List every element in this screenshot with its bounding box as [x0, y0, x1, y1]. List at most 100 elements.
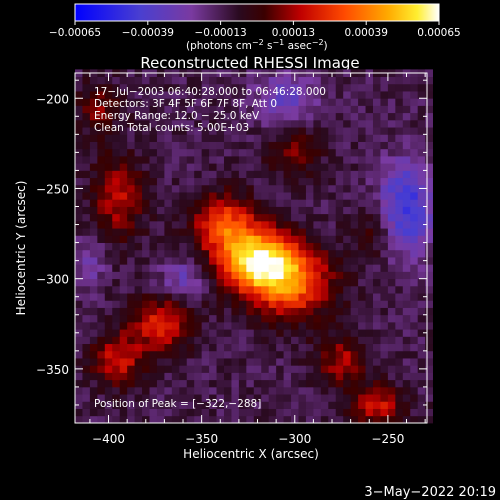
heatmap-cell — [320, 228, 329, 236]
heatmap-cell — [380, 141, 389, 150]
heatmap-cell — [380, 336, 389, 345]
heatmap-cell — [298, 83, 307, 92]
heatmap-cell — [75, 235, 83, 243]
heatmap-cell — [201, 91, 210, 99]
heatmap-cell — [223, 98, 232, 106]
heatmap-cell — [179, 206, 188, 215]
heatmap-cell — [164, 336, 173, 345]
heatmap-cell — [209, 300, 217, 308]
heatmap-cell — [372, 105, 381, 114]
heatmap-cell — [149, 206, 158, 215]
heatmap-cell — [179, 321, 188, 330]
heatmap-cell — [298, 127, 307, 135]
heatmap-cell — [119, 249, 128, 258]
heatmap-cell — [104, 401, 113, 409]
heatmap-cell — [305, 307, 314, 316]
heatmap-cell — [149, 170, 158, 179]
heatmap-cell — [305, 177, 314, 186]
heatmap-cell — [89, 127, 98, 135]
heatmap-cell — [186, 358, 195, 366]
heatmap-cell — [142, 184, 150, 193]
heatmap-cell — [313, 249, 322, 258]
heatmap-cell — [283, 163, 292, 171]
heatmap-cell — [104, 127, 113, 135]
heatmap-cell — [82, 119, 91, 128]
heatmap-cell — [410, 293, 419, 301]
heatmap-cell — [119, 155, 128, 164]
heatmap-cell — [417, 372, 426, 381]
heatmap-cell — [209, 141, 217, 150]
heatmap-cell — [119, 271, 128, 280]
heatmap-cell — [417, 343, 426, 352]
heatmap-cell — [238, 379, 247, 388]
heatmap-cell — [238, 119, 247, 128]
heatmap-cell — [246, 408, 255, 417]
heatmap-cell — [305, 163, 314, 171]
heatmap-cell — [291, 314, 299, 323]
heatmap-cell — [97, 98, 106, 106]
heatmap-cell — [261, 329, 270, 337]
heatmap-cell — [298, 184, 307, 193]
heatmap-cell — [82, 372, 91, 381]
heatmap-cell — [82, 285, 91, 294]
heatmap-cell — [156, 358, 165, 366]
heatmap-cell — [417, 206, 426, 215]
heatmap-cell — [335, 365, 344, 373]
heatmap-cell — [343, 379, 352, 388]
heatmap-cell — [372, 213, 381, 222]
heatmap-cell — [253, 105, 262, 114]
heatmap-cell — [372, 415, 381, 424]
heatmap-cell — [395, 336, 404, 345]
heatmap-cell — [238, 300, 247, 308]
heatmap-cell — [291, 278, 299, 287]
heatmap-cell — [417, 271, 426, 280]
heatmap-cell — [350, 119, 359, 128]
heatmap-cell — [156, 401, 165, 409]
heatmap-cell — [164, 285, 173, 294]
heatmap-cell — [253, 264, 262, 272]
heatmap-cell — [343, 271, 352, 280]
heatmap-cell — [223, 394, 232, 402]
heatmap-cell — [97, 285, 106, 294]
heatmap-cell — [395, 83, 404, 92]
heatmap-cell — [268, 372, 277, 381]
heatmap-cell — [75, 394, 83, 402]
heatmap-cell — [402, 401, 411, 409]
heatmap-cell — [402, 249, 411, 258]
heatmap-cell — [97, 148, 106, 157]
heatmap-cell — [164, 415, 173, 424]
heatmap-cell — [298, 271, 307, 280]
heatmap-cell — [112, 127, 121, 135]
heatmap-cell — [223, 350, 232, 359]
heatmap-cell — [372, 343, 381, 352]
heatmap-cell — [127, 386, 135, 395]
heatmap-cell — [186, 372, 195, 381]
heatmap-cell — [372, 321, 381, 330]
heatmap-cell — [194, 365, 203, 373]
heatmap-cell — [313, 220, 322, 229]
heatmap-cell — [171, 365, 180, 373]
heatmap-cell — [328, 278, 337, 287]
heatmap-cell — [261, 314, 270, 323]
heatmap-cell — [328, 372, 337, 381]
heatmap-cell — [223, 408, 232, 417]
heatmap-cell — [171, 98, 180, 106]
heatmap-cell — [387, 228, 396, 236]
heatmap-cell — [149, 163, 158, 171]
heatmap-cell — [261, 220, 270, 229]
heatmap-cell — [365, 300, 374, 308]
heatmap-cell — [238, 112, 247, 121]
heatmap-cell — [156, 83, 165, 92]
heatmap-cell — [216, 285, 225, 294]
heatmap-cell — [298, 307, 307, 316]
heatmap-cell — [425, 350, 433, 359]
heatmap-cell — [395, 365, 404, 373]
heatmap-cell — [425, 119, 433, 128]
heatmap-cell — [223, 293, 232, 301]
heatmap-cell — [149, 401, 158, 409]
heatmap-cell — [97, 358, 106, 366]
heatmap-cell — [89, 386, 98, 395]
heatmap-cell — [209, 192, 217, 200]
heatmap-cell — [179, 170, 188, 179]
heatmap-cell — [171, 314, 180, 323]
